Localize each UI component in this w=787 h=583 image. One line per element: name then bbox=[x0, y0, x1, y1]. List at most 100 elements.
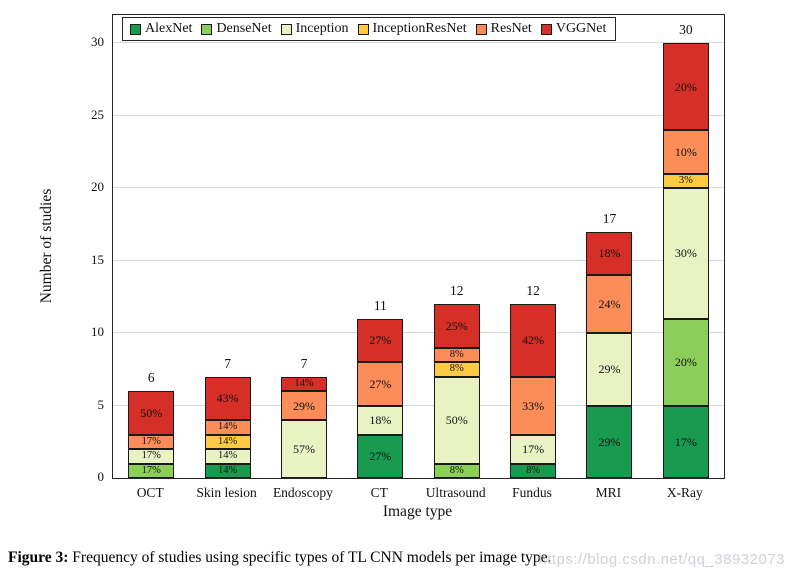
bar-ct: 27% 18% 27% 27% 11 bbox=[342, 15, 418, 478]
segment-resnet: 8% bbox=[433, 347, 480, 362]
segment-percent-label: 30% bbox=[674, 246, 697, 261]
segment-percent-label: 25% bbox=[445, 318, 468, 333]
legend: AlexNet DenseNet Inception InceptionResNet R… bbox=[122, 17, 617, 41]
segment-percent-label: 17% bbox=[141, 450, 161, 461]
legend-marker-densenet bbox=[201, 23, 213, 35]
segment-vggnet: 42% bbox=[510, 304, 557, 377]
segment-percent-label: 43% bbox=[216, 391, 239, 406]
legend-item-inceptionresnet: InceptionResNet bbox=[357, 21, 467, 37]
segment-percent-label: 3% bbox=[678, 174, 693, 186]
legend-item-densenet: DenseNet bbox=[201, 21, 272, 37]
bar-total-label: 6 bbox=[147, 370, 155, 385]
y-axis-title: Number of studies bbox=[38, 188, 55, 304]
x-tick-skin-lesion: Skin lesion bbox=[196, 485, 257, 500]
segment-alexnet: 27% bbox=[357, 434, 404, 478]
x-tick-ultrasound: Ultrasound bbox=[425, 485, 486, 500]
segment-inception: 18% bbox=[357, 405, 404, 435]
segment-percent-label: 20% bbox=[674, 79, 697, 94]
gridline-30 bbox=[113, 42, 724, 43]
legend-item-alexnet: AlexNet bbox=[130, 21, 192, 37]
bar-ultrasound: 8% 50% 8% 8% 25% 12 bbox=[419, 15, 495, 478]
segment-inception: 29% bbox=[586, 333, 633, 406]
segment-percent-label: 24% bbox=[598, 297, 621, 311]
legend-marker-alexnet bbox=[130, 23, 141, 35]
segment-resnet: 14% bbox=[204, 420, 251, 435]
x-tick-x-ray: X-Ray bbox=[666, 485, 703, 500]
x-tick-endoscopy: Endoscopy bbox=[272, 485, 333, 500]
gridline-15 bbox=[113, 259, 724, 261]
gridline-10 bbox=[113, 332, 724, 333]
x-axis-title: Image type bbox=[382, 503, 453, 520]
segment-vggnet: 14% bbox=[280, 376, 327, 391]
legend-label: AlexNet bbox=[145, 21, 193, 36]
segment-percent-label: 14% bbox=[294, 377, 314, 389]
segment-alexnet: 29% bbox=[586, 405, 633, 478]
segment-percent-label: 33% bbox=[522, 398, 545, 413]
segment-percent-label: 10% bbox=[674, 144, 697, 159]
bar-oct: 17% 17% 17% 50% 6 bbox=[113, 15, 189, 478]
x-tick-ct: CT bbox=[370, 485, 388, 500]
segment-percent-label: 8% bbox=[449, 348, 464, 360]
x-tick-mri: MRI bbox=[595, 485, 622, 500]
segment-percent-label: 27% bbox=[369, 449, 392, 464]
bar-total-label: 17 bbox=[602, 210, 617, 226]
segment-densenet: 8% bbox=[433, 463, 480, 478]
legend-label: ResNet bbox=[490, 21, 532, 36]
segment-percent-label: 18% bbox=[369, 413, 392, 427]
segment-vggnet: 43% bbox=[204, 376, 251, 420]
legend-marker-resnet bbox=[475, 23, 487, 35]
legend-marker-inceptionresnet bbox=[357, 23, 369, 35]
segment-inceptionresnet: 14% bbox=[204, 434, 251, 449]
segment-resnet: 33% bbox=[510, 376, 557, 435]
segment-percent-label: 42% bbox=[522, 333, 545, 348]
bar-x-ray: 17% 20% 30% 3% 10% 20% 30 bbox=[648, 15, 724, 478]
legend-item-resnet: ResNet bbox=[475, 21, 532, 37]
segment-inception: 50% bbox=[433, 376, 480, 464]
gridline-5 bbox=[113, 404, 724, 406]
segment-percent-label: 57% bbox=[292, 442, 315, 456]
segment-percent-label: 14% bbox=[217, 450, 238, 461]
segment-percent-label: 17% bbox=[674, 434, 697, 449]
segment-resnet: 27% bbox=[357, 362, 404, 406]
segment-alexnet: 8% bbox=[510, 463, 557, 478]
legend-item-inception: Inception bbox=[280, 21, 349, 37]
segment-vggnet: 20% bbox=[662, 43, 709, 130]
bar-mri: 29% 29% 24% 18% 17 bbox=[571, 15, 647, 478]
segment-percent-label: 27% bbox=[369, 333, 392, 348]
y-tick-0: 0 bbox=[97, 469, 105, 484]
segment-percent-label: 50% bbox=[140, 405, 163, 420]
bar-total-label: 12 bbox=[526, 283, 540, 298]
segment-percent-label: 18% bbox=[598, 246, 621, 261]
x-tick-fundus: Fundus bbox=[512, 485, 552, 500]
segment-percent-label: 17% bbox=[522, 442, 545, 456]
segment-inception: 17% bbox=[128, 449, 175, 464]
gridline-20 bbox=[113, 187, 724, 188]
y-tick-20: 20 bbox=[91, 179, 104, 194]
segment-alexnet: 17% bbox=[662, 405, 709, 478]
segment-inceptionresnet: 3% bbox=[662, 173, 709, 188]
legend-marker-inception bbox=[280, 23, 292, 35]
legend-label: InceptionResNet bbox=[372, 21, 467, 36]
bar-total-label: 11 bbox=[373, 297, 387, 313]
segment-percent-label: 8% bbox=[526, 464, 541, 476]
segment-percent-label: 29% bbox=[292, 398, 315, 413]
segment-inception: 14% bbox=[204, 449, 251, 464]
segment-percent-label: 14% bbox=[217, 435, 238, 447]
bar-total-label: 12 bbox=[449, 283, 464, 298]
legend-marker-vggnet bbox=[540, 23, 552, 35]
segment-percent-label: 20% bbox=[674, 355, 697, 369]
segment-resnet: 17% bbox=[128, 434, 175, 449]
segment-densenet: 20% bbox=[662, 318, 709, 406]
bar-total-label: 7 bbox=[300, 355, 308, 371]
segment-percent-label: 8% bbox=[449, 363, 464, 374]
segment-resnet: 10% bbox=[662, 130, 709, 174]
plot-area: 17% 17% 17% 50% 6 14% 14% 14% 14% 43% 7 57% 29% 14% 7 2… bbox=[112, 14, 725, 479]
legend-label: DenseNet bbox=[216, 21, 272, 36]
segment-vggnet: 27% bbox=[357, 318, 404, 362]
bar-total-label: 7 bbox=[224, 355, 231, 371]
segment-percent-label: 29% bbox=[598, 362, 621, 377]
segment-inceptionresnet: 8% bbox=[433, 362, 480, 377]
segment-vggnet: 18% bbox=[586, 231, 633, 275]
y-tick-15: 15 bbox=[91, 251, 104, 267]
y-tick-30: 30 bbox=[91, 34, 104, 49]
